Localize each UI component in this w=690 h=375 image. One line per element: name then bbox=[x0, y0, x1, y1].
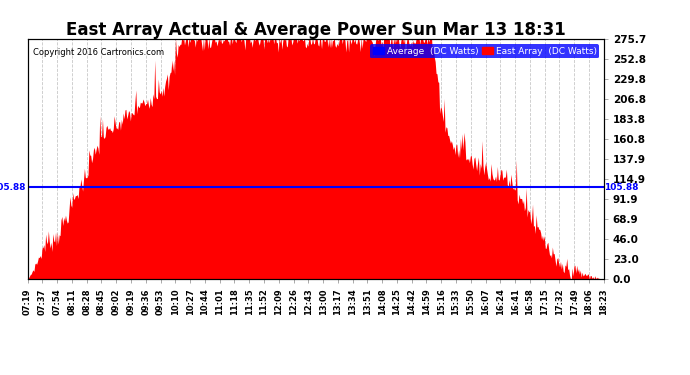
Title: East Array Actual & Average Power Sun Mar 13 18:31: East Array Actual & Average Power Sun Ma… bbox=[66, 21, 566, 39]
Text: 105.88: 105.88 bbox=[604, 183, 638, 192]
Text: Copyright 2016 Cartronics.com: Copyright 2016 Cartronics.com bbox=[33, 48, 164, 57]
Text: 105.88: 105.88 bbox=[0, 183, 26, 192]
Legend: Average  (DC Watts), East Array  (DC Watts): Average (DC Watts), East Array (DC Watts… bbox=[371, 44, 599, 58]
